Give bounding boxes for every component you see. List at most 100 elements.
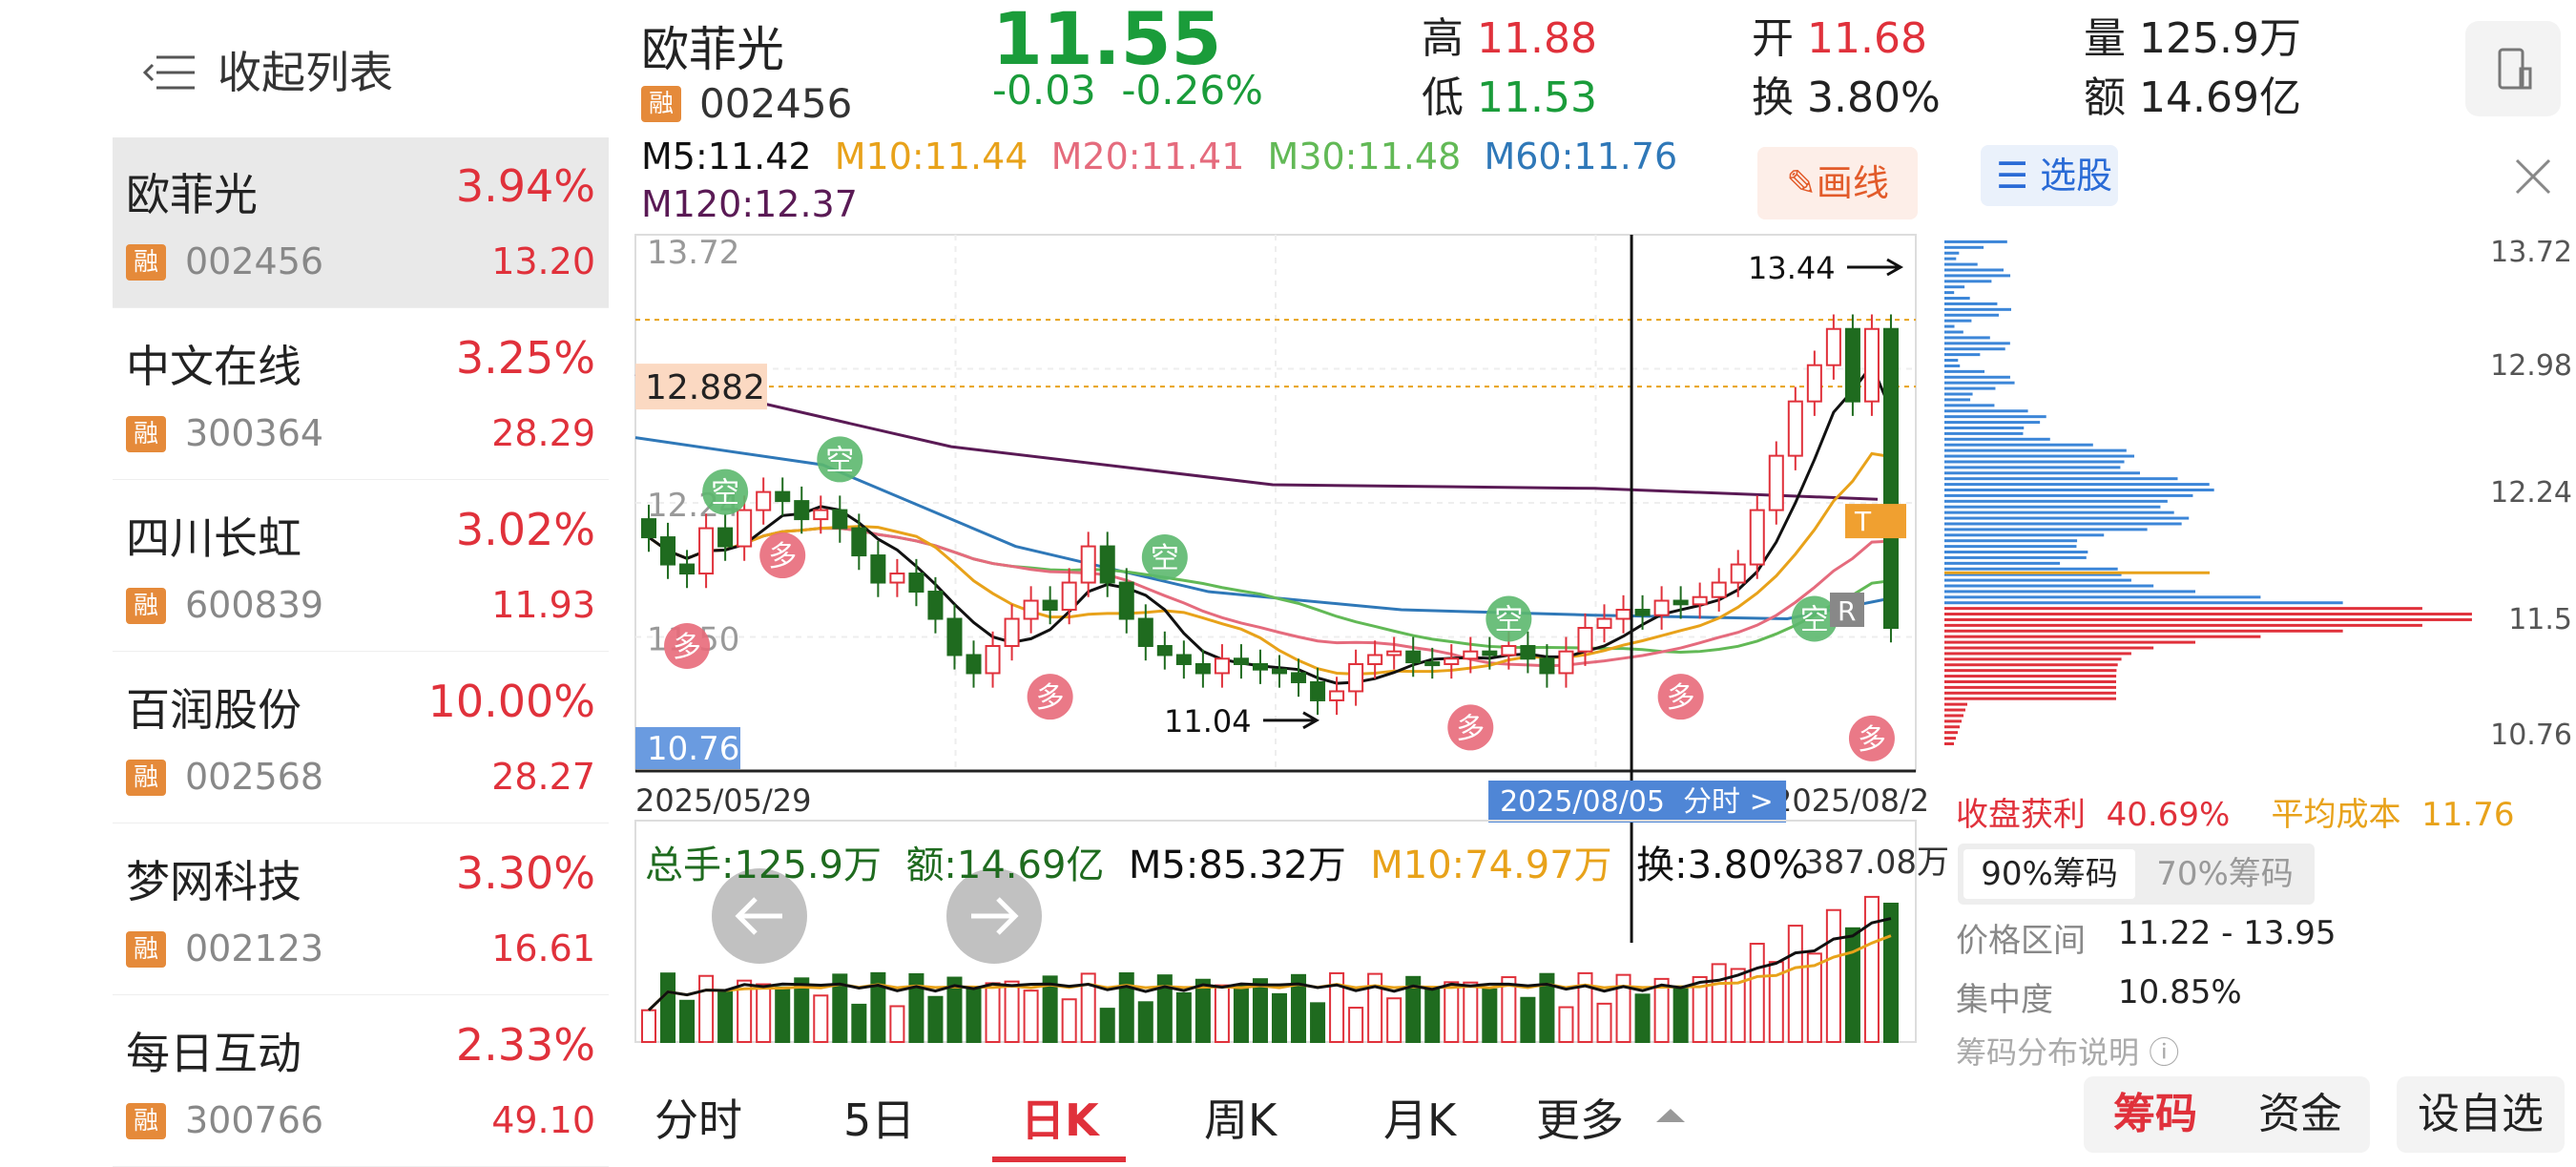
volume-bar <box>966 987 982 1044</box>
add-watchlist-button[interactable]: 设自选 <box>2397 1076 2565 1153</box>
chip-bar <box>1944 731 1958 735</box>
ma120-curve <box>634 372 1879 501</box>
volume-bar <box>1137 1001 1153 1044</box>
open-stat: 开 11.68 <box>1752 14 1927 63</box>
volume-bar <box>1367 972 1383 1044</box>
chip-help-link[interactable]: 筹码分布说明 ⓘ <box>1956 1034 2180 1071</box>
ma5-curve <box>648 362 1893 685</box>
volume-bar <box>1329 971 1345 1043</box>
candle-body <box>1386 650 1402 656</box>
candle-body <box>1482 650 1498 656</box>
question-icon: ⓘ <box>2149 1034 2180 1071</box>
chip-bar <box>1944 454 2135 458</box>
candle-body <box>985 644 1001 675</box>
stock-list-item[interactable]: 梦网科技 3.30% 融 002123 16.61 <box>113 824 609 995</box>
volume-bar <box>1692 975 1708 1044</box>
chip-bar <box>1944 679 2117 683</box>
candle-body <box>1405 650 1422 664</box>
prev-arrow-button[interactable] <box>712 868 807 964</box>
chip-bar <box>1944 657 2122 661</box>
candle-body <box>1291 672 1307 683</box>
draw-line-button[interactable]: ✎画线 <box>1757 147 1918 219</box>
margin-tag: 融 <box>126 760 166 796</box>
candle-body <box>640 518 657 539</box>
pencil-icon: ✎ <box>1786 162 1817 204</box>
candle-body <box>1137 617 1153 647</box>
volume-bar <box>1749 943 1765 1044</box>
volume-bar <box>717 990 734 1044</box>
chip-price-label: 10.76 <box>2490 719 2572 752</box>
next-arrow-button[interactable] <box>946 868 1042 964</box>
chip-bar <box>1944 324 1955 328</box>
chip-bar <box>1944 551 2088 554</box>
stock-list-item[interactable]: 欧菲光 3.94% 融 002456 13.20 <box>113 137 609 308</box>
vol-total: 总手:125.9万 <box>645 844 882 887</box>
stock-list-item[interactable]: 每日互动 2.33% 融 300766 49.10 <box>113 996 609 1167</box>
stock-list-item[interactable]: 百润股份 10.00% 融 002568 28.27 <box>113 653 609 823</box>
date-start-label: 2025/05/29 <box>635 782 811 819</box>
chip-bar <box>1944 251 1960 255</box>
t-badge-label: T <box>1854 506 1872 537</box>
tab-3[interactable]: 周K <box>1204 1094 1278 1146</box>
margin-tag: 融 <box>641 86 681 122</box>
stock-item-price: 11.93 <box>491 584 595 626</box>
tab-1[interactable]: 5日 <box>843 1094 916 1146</box>
stock-name: 欧菲光 <box>641 22 784 77</box>
tab-2[interactable]: 日K <box>1021 1094 1099 1146</box>
tab-90-chips[interactable]: 90%筹码 <box>1963 849 2135 899</box>
signal-kong-label: 空 <box>1494 604 1523 637</box>
collapse-list-button[interactable]: 收起列表 <box>142 36 393 103</box>
signal-kong-label: 空 <box>1151 542 1179 575</box>
chips-button[interactable]: 筹码 <box>2113 1090 2197 1138</box>
tab-5[interactable]: 更多 <box>1536 1094 1624 1146</box>
close-panel-button[interactable] <box>2509 153 2557 200</box>
stock-list-item[interactable]: 四川长虹 3.02% 融 600839 11.93 <box>113 481 609 652</box>
stock-item-price: 28.27 <box>491 756 595 798</box>
stock-list-item[interactable]: 中文在线 3.25% 融 300364 28.29 <box>113 309 609 480</box>
chip-bar <box>1944 601 2343 605</box>
signal-duo-label: 多 <box>1858 723 1886 757</box>
chip-bar <box>1944 663 2118 667</box>
volume-bar <box>1271 992 1288 1043</box>
volume-bar <box>1634 993 1651 1043</box>
chip-bar <box>1944 652 2131 656</box>
volume-bar <box>1463 981 1479 1043</box>
chip-bar <box>1944 285 1965 289</box>
chip-bar <box>1944 381 2015 385</box>
volume-bar <box>1577 971 1593 1043</box>
signal-kong-label: 空 <box>711 477 739 511</box>
stock-item-code: 600839 <box>185 584 324 626</box>
change-value: -0.03 <box>992 67 1096 114</box>
kline-chart[interactable]: 13.7212.2411.5010.76空空空空空多多多多多多RT12.8821… <box>630 141 1927 1048</box>
stock-item-price: 49.10 <box>491 1099 595 1141</box>
turnover-stat: 换 3.80% <box>1752 73 1941 122</box>
candle-body <box>966 654 982 675</box>
chip-bar <box>1944 545 2077 549</box>
candle-body <box>1711 581 1727 598</box>
candle-body <box>756 490 772 511</box>
volume-bar <box>1252 978 1268 1044</box>
volume-bar <box>1653 977 1670 1044</box>
stock-picker-label: 选股 <box>2040 155 2113 197</box>
phone-rotate-icon <box>2498 48 2532 90</box>
chip-bar <box>1944 635 2261 638</box>
chip-bar <box>1944 528 2148 531</box>
rotate-screen-button[interactable] <box>2465 21 2561 116</box>
candle-body <box>717 527 734 548</box>
stock-item-code: 002123 <box>185 927 324 969</box>
candle-body <box>908 573 924 594</box>
stock-picker-button[interactable]: ☰ 选股 <box>1981 145 2118 206</box>
candle-body <box>1692 595 1708 606</box>
ma60-value: M60:11.76 <box>1484 135 1678 177</box>
candle-body <box>1844 327 1860 403</box>
candle-body <box>1634 609 1651 616</box>
volume-bar <box>927 995 944 1044</box>
candle-body <box>1444 657 1460 665</box>
candle-body <box>1175 654 1192 665</box>
close-icon <box>2515 158 2551 195</box>
tab-70-chips[interactable]: 70%筹码 <box>2156 855 2294 893</box>
candle-body <box>1348 662 1364 693</box>
tab-0[interactable]: 分时 <box>654 1094 742 1146</box>
funds-button[interactable]: 资金 <box>2258 1090 2342 1138</box>
tab-4[interactable]: 月K <box>1383 1094 1457 1146</box>
